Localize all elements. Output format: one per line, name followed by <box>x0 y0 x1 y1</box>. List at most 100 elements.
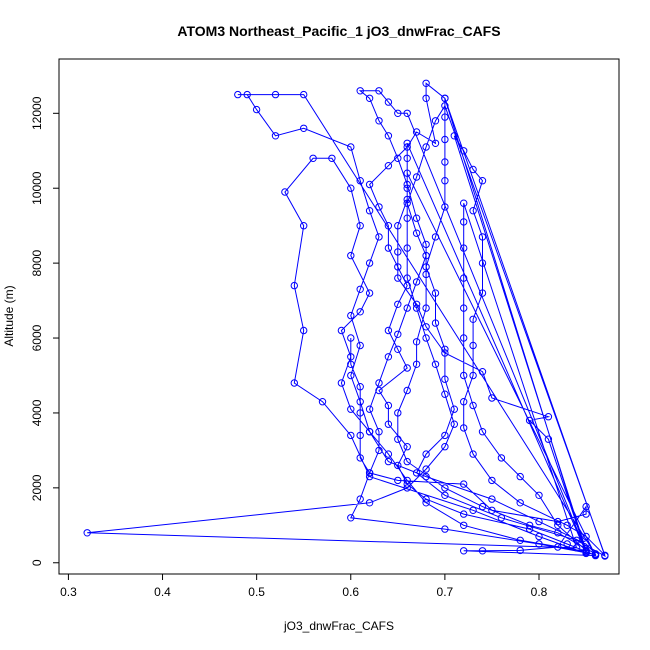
data-point <box>403 169 411 177</box>
data-point <box>347 405 355 413</box>
data-point <box>403 143 411 151</box>
data-point <box>412 469 421 477</box>
data-point <box>441 375 449 383</box>
data-point <box>356 285 364 293</box>
series-line <box>87 82 606 558</box>
data-point <box>356 87 364 95</box>
data-point <box>563 540 571 548</box>
data-point <box>441 113 449 121</box>
data-point <box>469 207 477 215</box>
data-point <box>365 94 374 103</box>
data-point <box>544 435 553 443</box>
data-point <box>601 551 609 559</box>
data-point <box>375 87 383 95</box>
data-point <box>403 109 411 118</box>
data-point <box>544 413 553 421</box>
data-point <box>384 401 393 410</box>
data-point <box>488 476 496 485</box>
data-point <box>309 154 317 163</box>
data-point <box>460 304 468 312</box>
data-point <box>572 544 581 552</box>
data-point <box>488 506 496 514</box>
data-point <box>375 386 383 395</box>
data-point <box>347 431 355 440</box>
x-axis-label: jO3_dnwFrac_CAFS <box>283 619 394 633</box>
y-tick-label: 6000 <box>30 324 44 351</box>
data-point <box>356 454 364 462</box>
data-point <box>582 510 590 518</box>
data-point <box>422 323 430 331</box>
data-point <box>441 484 449 492</box>
data-point <box>563 521 571 529</box>
data-point <box>394 154 402 163</box>
data-point <box>365 472 374 481</box>
data-point <box>403 180 411 189</box>
plot-frame <box>58 58 620 575</box>
data-point <box>337 326 346 335</box>
data-point <box>441 431 449 440</box>
data-point <box>300 124 308 133</box>
data-point <box>375 203 383 211</box>
data-point <box>83 529 91 537</box>
data-point <box>441 203 449 211</box>
data-point <box>422 499 430 507</box>
data-point <box>394 274 402 282</box>
data-point <box>356 383 364 391</box>
data-point <box>403 457 411 466</box>
data-point <box>412 338 421 346</box>
data-point <box>535 491 543 499</box>
y-tick-label: 0 <box>30 559 44 566</box>
data-point <box>554 529 562 537</box>
y-tick-label: 2000 <box>30 474 44 501</box>
data-point <box>422 240 430 249</box>
data-point <box>422 465 430 473</box>
data-point <box>516 546 524 555</box>
chart-title: ATOM3 Northeast_Pacific_1 jO3_dnwFrac_CA… <box>177 23 500 39</box>
data-point <box>460 218 468 226</box>
data-point <box>441 349 449 357</box>
y-tick-label: 10000 <box>30 171 44 205</box>
data-point <box>441 94 449 103</box>
data-point <box>300 90 308 99</box>
data-point <box>403 154 411 163</box>
data-point <box>460 371 468 380</box>
data-point <box>460 521 468 529</box>
data-point <box>460 244 468 252</box>
data-point <box>422 79 430 88</box>
data-point <box>572 536 581 544</box>
data-point <box>347 143 355 151</box>
data-point <box>403 199 411 207</box>
data-point <box>403 304 411 312</box>
data-point <box>469 341 477 350</box>
data-point <box>300 222 308 230</box>
data-point <box>347 371 355 380</box>
data-point <box>234 90 242 99</box>
data-point <box>582 532 590 541</box>
data-point <box>422 495 430 503</box>
data-point <box>441 177 449 185</box>
data-point <box>478 259 487 267</box>
x-axis: 0.3 0.4 0.5 0.6 0.7 0.8 <box>60 574 548 599</box>
data-point <box>403 214 411 222</box>
x-tick-label: 0.8 <box>531 585 548 599</box>
data-point <box>478 368 487 376</box>
data-point <box>394 476 402 485</box>
data-point <box>412 360 421 368</box>
data-point <box>394 222 402 230</box>
data-point <box>478 289 487 297</box>
data-point <box>460 480 468 488</box>
data-point <box>535 517 543 526</box>
x-tick-label: 0.5 <box>248 585 265 599</box>
data-point <box>441 390 449 398</box>
data-point <box>365 289 374 297</box>
data-point <box>582 546 590 555</box>
data-point <box>403 184 411 192</box>
data-point <box>403 484 411 492</box>
data-point <box>460 334 468 342</box>
data-point <box>535 532 543 541</box>
data-point <box>422 472 430 481</box>
data-point <box>469 315 477 323</box>
data-point <box>347 311 355 320</box>
data-point <box>422 270 430 279</box>
data-point <box>412 278 421 286</box>
